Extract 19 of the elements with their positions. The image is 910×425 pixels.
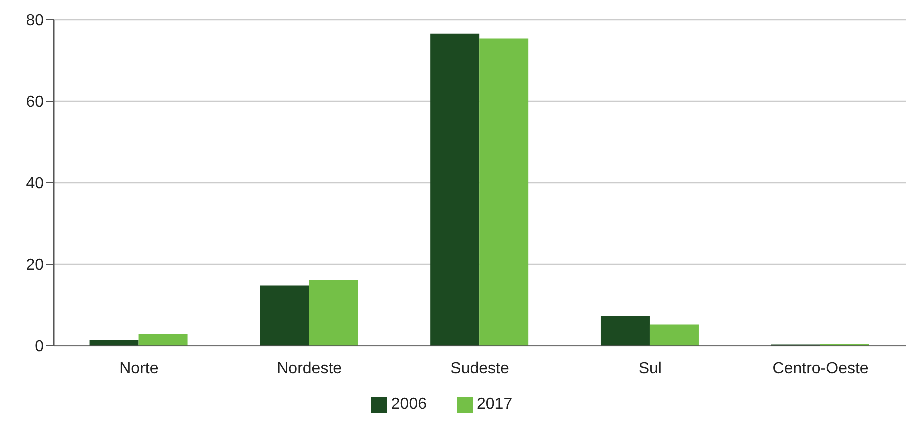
x-tick-label: Nordeste bbox=[277, 360, 342, 378]
y-tick-label: 60 bbox=[26, 94, 44, 112]
bar bbox=[260, 286, 310, 346]
y-tick-label: 40 bbox=[26, 176, 44, 193]
x-tick-label: Centro-Oeste bbox=[772, 360, 869, 378]
y-tick-label: 80 bbox=[26, 12, 44, 30]
x-tick-label: Sudeste bbox=[450, 360, 510, 378]
bar bbox=[650, 324, 699, 346]
y-tick-label: 0 bbox=[35, 338, 44, 356]
bar bbox=[309, 280, 358, 346]
x-tick-label: Sul bbox=[638, 360, 662, 378]
legend-label: 2006 bbox=[391, 396, 427, 413]
x-tick-label: Norte bbox=[120, 360, 159, 378]
bar bbox=[600, 316, 650, 346]
y-tick-label: 20 bbox=[26, 257, 44, 274]
bar bbox=[480, 38, 529, 346]
bar bbox=[138, 334, 188, 346]
bar bbox=[430, 34, 480, 346]
legend-label: 2017 bbox=[477, 396, 513, 413]
